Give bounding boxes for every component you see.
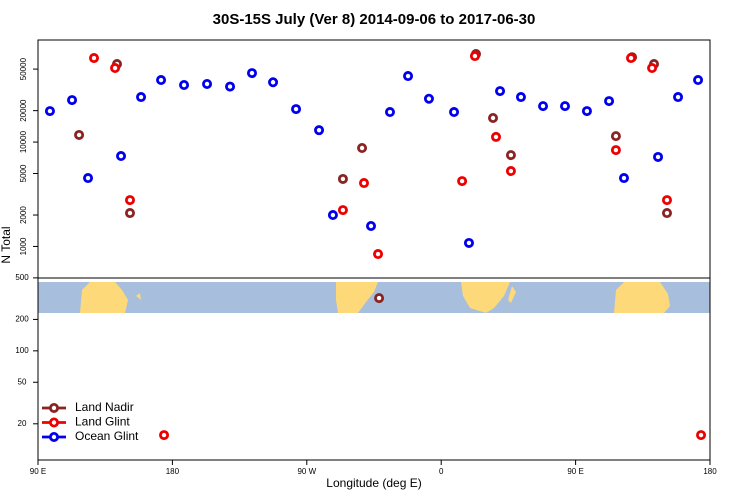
point xyxy=(505,166,516,177)
point xyxy=(673,92,684,103)
x-tick-label: 90 E xyxy=(567,467,583,476)
point xyxy=(225,81,236,92)
point xyxy=(495,86,506,97)
point xyxy=(610,131,621,142)
point xyxy=(604,96,615,107)
point xyxy=(89,53,100,64)
x-tick-label: 90 E xyxy=(30,467,46,476)
point xyxy=(366,220,377,231)
y-tick-label: 50 xyxy=(18,377,27,386)
point xyxy=(693,75,704,86)
y-tick-label: 1000 xyxy=(19,237,28,255)
plot-frame xyxy=(37,39,711,461)
point xyxy=(449,107,460,118)
point xyxy=(423,93,434,104)
point xyxy=(124,195,135,206)
y-tick-label: 20 xyxy=(18,419,27,428)
x-axis-label: Longitude (deg E) xyxy=(326,476,421,490)
point xyxy=(337,205,348,216)
legend-marker xyxy=(49,402,60,413)
point xyxy=(488,113,499,124)
chart-title: 30S-15S July (Ver 8) 2014-09-06 to 2017-… xyxy=(213,11,536,28)
point xyxy=(403,71,414,82)
y-tick-label: 100 xyxy=(15,346,29,355)
legend-label: Land Glint xyxy=(75,415,130,429)
point xyxy=(124,208,135,219)
legend-marker xyxy=(49,417,60,428)
point xyxy=(291,104,302,115)
point xyxy=(505,150,516,161)
legend-marker xyxy=(49,431,60,442)
point xyxy=(246,68,257,79)
point xyxy=(491,131,502,142)
point xyxy=(83,173,94,184)
y-tick-label: 10000 xyxy=(19,130,28,153)
point xyxy=(618,173,629,184)
point xyxy=(463,237,474,248)
point xyxy=(374,293,385,304)
y-tick-label: 50000 xyxy=(19,57,28,80)
point xyxy=(314,125,325,136)
point xyxy=(696,430,707,441)
point xyxy=(661,195,672,206)
map-strip xyxy=(38,282,710,313)
point xyxy=(384,107,395,118)
x-tick-label: 90 W xyxy=(297,467,316,476)
point xyxy=(538,101,549,112)
legend-label: Ocean Glint xyxy=(75,429,139,443)
point xyxy=(457,176,468,187)
point xyxy=(626,53,637,64)
y-tick-label: 200 xyxy=(15,315,29,324)
point xyxy=(469,51,480,62)
y-axis-label: N Total xyxy=(0,226,13,263)
x-tick-label: 180 xyxy=(166,467,180,476)
point xyxy=(179,80,190,91)
point xyxy=(110,63,121,74)
y-tick-label: 2000 xyxy=(19,206,28,224)
x-tick-label: 0 xyxy=(439,467,444,476)
point xyxy=(67,95,78,106)
point xyxy=(559,101,570,112)
y-tick-label: 20000 xyxy=(19,99,28,122)
y-tick-label: 500 xyxy=(15,273,29,282)
point xyxy=(337,173,348,184)
point xyxy=(136,92,147,103)
y-tick-label: 5000 xyxy=(19,164,28,182)
point xyxy=(357,143,368,154)
point xyxy=(116,151,127,162)
x-tick-label: 180 xyxy=(703,467,717,476)
point xyxy=(610,145,621,156)
point xyxy=(156,75,167,86)
point xyxy=(44,106,55,117)
point xyxy=(661,208,672,219)
point xyxy=(74,129,85,140)
point xyxy=(647,63,658,74)
point xyxy=(581,106,592,117)
point xyxy=(515,92,526,103)
point xyxy=(653,151,664,162)
point xyxy=(327,210,338,221)
point xyxy=(202,78,213,89)
point xyxy=(373,249,384,260)
point xyxy=(159,430,170,441)
point xyxy=(268,77,279,88)
point xyxy=(358,178,369,189)
legend-label: Land Nadir xyxy=(75,400,134,414)
